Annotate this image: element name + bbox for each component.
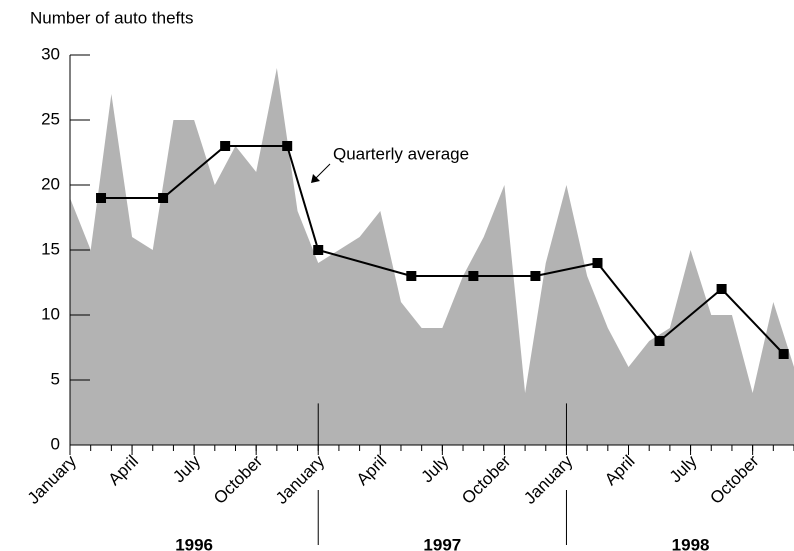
- x-tick-label: October: [458, 451, 514, 507]
- quarterly-marker: [592, 258, 603, 268]
- x-tick-label: January: [272, 451, 329, 508]
- y-tick-label: 25: [41, 109, 60, 128]
- annotation-arrowhead: [311, 174, 320, 183]
- annotation-arrow: [313, 163, 331, 181]
- x-tick-label: April: [353, 452, 390, 489]
- y-axis-title: Number of auto thefts: [30, 8, 193, 27]
- group-label: 1996: [175, 535, 213, 551]
- x-tick-label: October: [706, 451, 762, 507]
- group-label: 1997: [423, 535, 461, 551]
- quarterly-line: [101, 145, 785, 355]
- area: [70, 68, 794, 445]
- group-label: 1998: [672, 535, 710, 551]
- y-tick-label: 5: [51, 369, 60, 388]
- quarterly-marker: [530, 271, 541, 281]
- x-tick-label: April: [105, 452, 142, 489]
- quarterly-marker: [654, 336, 665, 346]
- x-tick-label: January: [24, 451, 81, 508]
- x-tick-label: July: [666, 451, 701, 486]
- quarterly-marker: [282, 141, 293, 151]
- quarterly-marker: [96, 193, 107, 203]
- y-tick-label: 15: [41, 239, 60, 258]
- x-tick-label: April: [601, 452, 638, 489]
- y-tick-label: 0: [51, 434, 60, 453]
- y-tick-label: 30: [41, 44, 60, 63]
- quarterly-marker: [716, 284, 727, 294]
- quarterly-marker: [220, 141, 231, 151]
- quarterly-marker: [406, 271, 417, 281]
- x-tick-label: July: [418, 451, 453, 486]
- annotation: Quarterly average: [333, 144, 469, 163]
- quarterly-marker: [468, 271, 479, 281]
- x-tick-label: October: [210, 451, 266, 507]
- quarterly-marker: [313, 245, 324, 255]
- y-tick-label: 20: [41, 174, 60, 193]
- x-tick-label: July: [169, 451, 204, 486]
- quarterly-marker: [778, 349, 789, 359]
- x-tick-label: January: [520, 451, 577, 508]
- y-tick-label: 10: [41, 304, 60, 323]
- quarterly-marker: [158, 193, 169, 203]
